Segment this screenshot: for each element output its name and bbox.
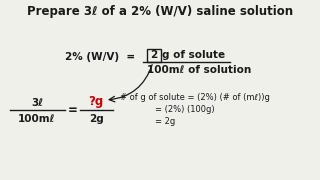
Text: Prepare 3ℓ of a 2% (W/V) saline solution: Prepare 3ℓ of a 2% (W/V) saline solution: [27, 6, 293, 19]
Text: 2g: 2g: [89, 114, 103, 124]
Text: 2: 2: [150, 50, 157, 60]
Text: = 2g: = 2g: [155, 118, 175, 127]
Text: 3ℓ: 3ℓ: [31, 98, 43, 108]
Text: 100mℓ of solution: 100mℓ of solution: [147, 65, 251, 75]
FancyBboxPatch shape: [147, 48, 161, 62]
Text: 2% (W/V)  =: 2% (W/V) =: [65, 52, 135, 62]
Text: = (2%) (100g): = (2%) (100g): [155, 105, 215, 114]
Text: 100mℓ: 100mℓ: [18, 114, 56, 124]
Text: ?g: ?g: [88, 96, 104, 109]
Text: =: =: [68, 103, 78, 116]
Text: # of g of solute = (2%) (# of (mℓ))g: # of g of solute = (2%) (# of (mℓ))g: [120, 93, 270, 102]
Text: g of solute: g of solute: [162, 50, 225, 60]
